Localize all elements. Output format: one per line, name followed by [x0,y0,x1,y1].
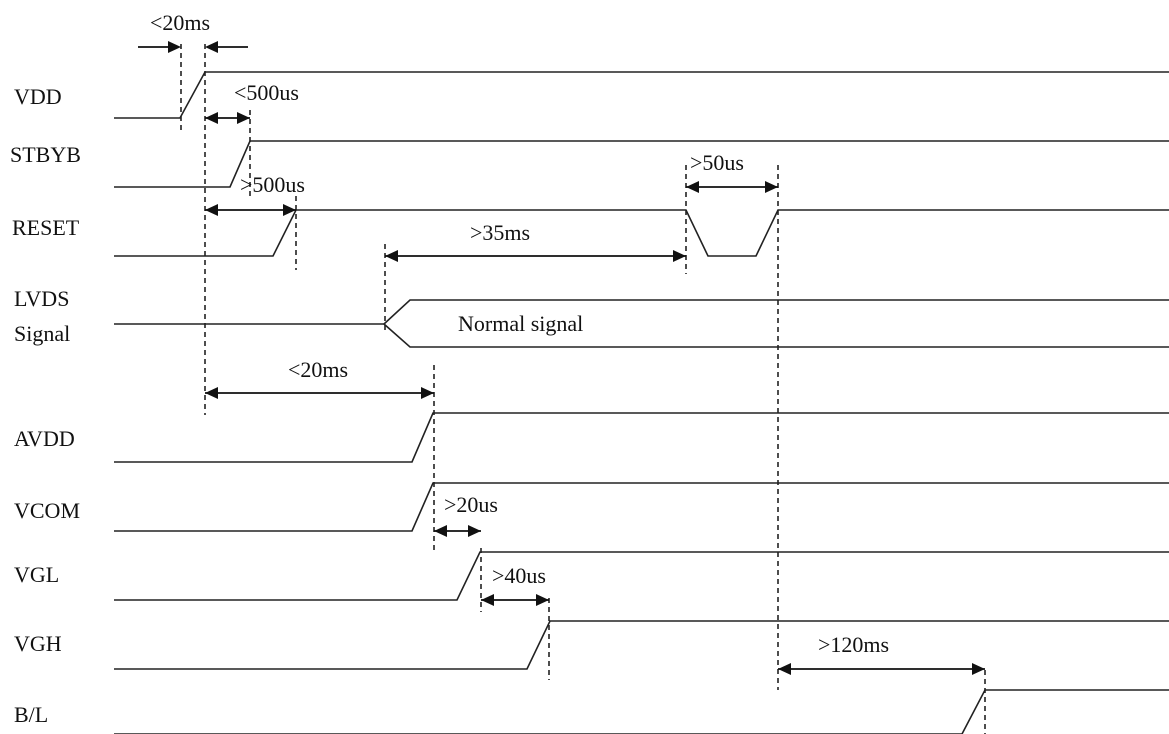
dim-vdd-rise [138,41,248,53]
timing-label-vgl-to-vgh: >40us [492,563,546,588]
timing-label-vcom-to-vgl: >20us [444,492,498,517]
waveform-vgh [114,620,1169,670]
waveform-lvds-lower [383,323,1169,348]
dim-vdd-to-stbyb [205,112,250,124]
signal-label-avdd: AVDD [14,426,75,451]
waveform-vdd [114,71,1169,119]
timing-label-vdd-rise: <20ms [150,10,210,35]
dim-lvds-to-reset [385,250,686,262]
signal-label-vcom: VCOM [14,498,80,523]
waveform-avdd [114,412,1169,463]
waveform-lvds-upper [383,299,1169,325]
signal-label-reset: RESET [12,215,80,240]
waveform-bl [114,689,1169,734]
dim-vdd-to-reset [205,204,296,216]
waveform-vcom [114,482,1169,532]
dimension-arrows [138,41,985,675]
dim-reset-to-backlight [778,663,985,675]
waveform-reset [114,209,1169,257]
waveforms [114,71,1169,734]
signal-label-lvds-signal: Signal [14,321,70,346]
signal-label-vgh: VGH [14,631,62,656]
timing-label-reset-pulse: >50us [690,150,744,175]
signal-label-stbyb: STBYB [10,142,81,167]
timing-label-lvds-to-reset: >35ms [470,220,530,245]
signal-label-lvds: LVDS [14,286,69,311]
waveform-stbyb [114,140,1169,188]
dim-vcom-to-vgl [434,525,481,537]
waveform-vgl [114,551,1169,601]
timing-label-vdd-to-reset: >500us [240,172,305,197]
signal-label-vdd: VDD [14,84,62,109]
signal-label-bl: B/L [14,702,48,727]
timing-labels: <20ms <500us >500us >50us >35ms Normal s… [150,10,889,657]
timing-label-vdd-to-avdd: <20ms [288,357,348,382]
dim-vdd-to-avdd [205,387,434,399]
timing-markers [180,44,986,734]
lvds-state-label: Normal signal [458,311,583,336]
dim-reset-pulse [686,181,778,193]
signal-labels: VDD STBYB RESET LVDS Signal AVDD VCOM VG… [10,84,81,727]
dim-vgl-to-vgh [481,594,549,606]
signal-label-vgl: VGL [14,562,59,587]
timing-label-reset-to-backlight: >120ms [818,632,889,657]
timing-label-vdd-to-stbyb: <500us [234,80,299,105]
